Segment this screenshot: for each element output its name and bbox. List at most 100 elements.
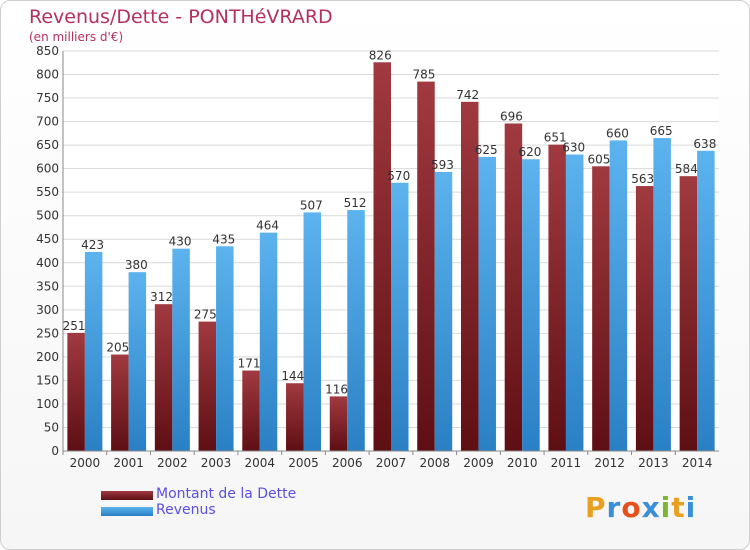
y-tick-label: 400 [36, 256, 59, 270]
x-tick-label: 2013 [638, 456, 669, 470]
data-label-dette: 171 [238, 357, 261, 371]
legend-swatch-dette [101, 491, 153, 500]
chart-title: Revenus/Dette - PONTHéVRARD [29, 6, 333, 28]
bar-dette [242, 370, 260, 451]
x-tick-label: 2005 [288, 456, 319, 470]
y-tick-label: 300 [36, 303, 59, 317]
data-label-revenus: 380 [125, 258, 148, 272]
bar-revenus [84, 251, 103, 451]
bar-revenus [303, 212, 322, 451]
x-tick-label: 2003 [201, 456, 232, 470]
y-tick-label: 450 [36, 232, 59, 246]
bar-revenus [216, 246, 234, 451]
data-label-revenus: 593 [431, 158, 454, 172]
data-label-dette: 116 [325, 382, 348, 396]
data-label-dette: 826 [369, 48, 392, 62]
bar-dette [67, 332, 85, 451]
bar-dette [592, 166, 610, 451]
bar-dette [504, 123, 523, 452]
logo-letter: o [621, 491, 642, 524]
data-label-revenus: 660 [606, 126, 629, 140]
data-label-dette: 605 [587, 152, 610, 166]
x-tick-label: 2007 [376, 456, 407, 470]
bar-dette [417, 81, 435, 452]
y-tick-label: 350 [36, 279, 59, 293]
bar-dette [286, 383, 304, 451]
y-tick-label: 550 [36, 185, 59, 199]
data-label-dette: 563 [631, 172, 654, 186]
y-tick-label: 650 [36, 138, 59, 152]
y-tick-label: 800 [36, 68, 59, 82]
bar-revenus [259, 232, 278, 451]
x-tick-label: 2000 [70, 456, 101, 470]
y-tick-label: 700 [36, 115, 59, 129]
y-tick-label: 150 [36, 373, 59, 387]
data-label-dette: 696 [500, 109, 523, 123]
data-label-dette: 144 [281, 369, 304, 383]
bar-revenus [128, 272, 147, 451]
x-tick-label: 2014 [682, 456, 713, 470]
data-label-revenus: 570 [387, 169, 410, 183]
bar-dette [329, 396, 348, 451]
bar-dette [460, 101, 479, 451]
y-tick-label: 850 [36, 44, 59, 58]
legend-label-dette: Montant de la Dette [156, 486, 297, 502]
data-label-dette: 785 [413, 68, 436, 82]
logo-letter: i [685, 491, 697, 524]
y-tick-label: 600 [36, 162, 59, 176]
bar-revenus [434, 171, 453, 452]
data-label-revenus: 665 [650, 124, 673, 138]
data-label-revenus: 638 [693, 137, 716, 151]
data-label-dette: 742 [456, 88, 479, 102]
y-tick-label: 750 [36, 91, 59, 105]
data-label-revenus: 630 [562, 141, 585, 155]
x-tick-label: 2006 [332, 456, 363, 470]
y-tick-label: 500 [36, 209, 59, 223]
logo-letter: P [585, 491, 607, 524]
bar-revenus [172, 248, 190, 451]
x-tick-label: 2002 [157, 456, 188, 470]
x-tick-label: 2001 [113, 456, 144, 470]
x-tick-label: 2011 [551, 456, 582, 470]
logo-letter: r [606, 491, 622, 524]
data-label-dette: 312 [150, 290, 173, 304]
data-label-dette: 651 [544, 131, 567, 145]
data-label-revenus: 464 [256, 219, 279, 233]
bar-revenus [522, 159, 540, 451]
data-label-dette: 251 [63, 319, 86, 333]
data-label-revenus: 620 [518, 145, 541, 159]
data-label-revenus: 507 [300, 198, 323, 212]
bar-dette [198, 321, 217, 451]
x-tick-label: 2009 [463, 456, 494, 470]
bar-revenus [347, 210, 365, 451]
logo-letter: t [671, 491, 686, 524]
x-tick-label: 2008 [419, 456, 450, 470]
bar-revenus [653, 138, 671, 451]
legend-swatch-revenus [101, 507, 153, 516]
data-label-dette: 584 [675, 162, 698, 176]
bar-revenus [478, 156, 496, 451]
bar-dette [111, 354, 129, 451]
y-tick-label: 100 [36, 397, 59, 411]
legend-label-revenus: Revenus [156, 502, 216, 518]
y-tick-label: 250 [36, 326, 59, 340]
bar-dette [154, 304, 173, 451]
bar-revenus [697, 150, 715, 451]
data-label-revenus: 435 [212, 232, 235, 246]
bar-dette [373, 62, 391, 451]
y-tick-label: 200 [36, 350, 59, 364]
data-label-revenus: 423 [81, 238, 104, 252]
data-label-dette: 275 [194, 308, 217, 322]
chart-subtitle: (en milliers d'€) [29, 30, 124, 44]
bar-dette [635, 186, 654, 451]
y-tick-label: 0 [51, 444, 59, 458]
data-label-revenus: 512 [344, 196, 367, 210]
bar-dette [548, 144, 566, 451]
bar-dette [679, 176, 698, 452]
data-label-revenus: 625 [475, 143, 498, 157]
y-tick-label: 50 [44, 420, 59, 434]
proxiti-logo: Proxiti [585, 491, 696, 524]
logo-letter: x [641, 491, 661, 524]
x-tick-label: 2012 [594, 456, 625, 470]
